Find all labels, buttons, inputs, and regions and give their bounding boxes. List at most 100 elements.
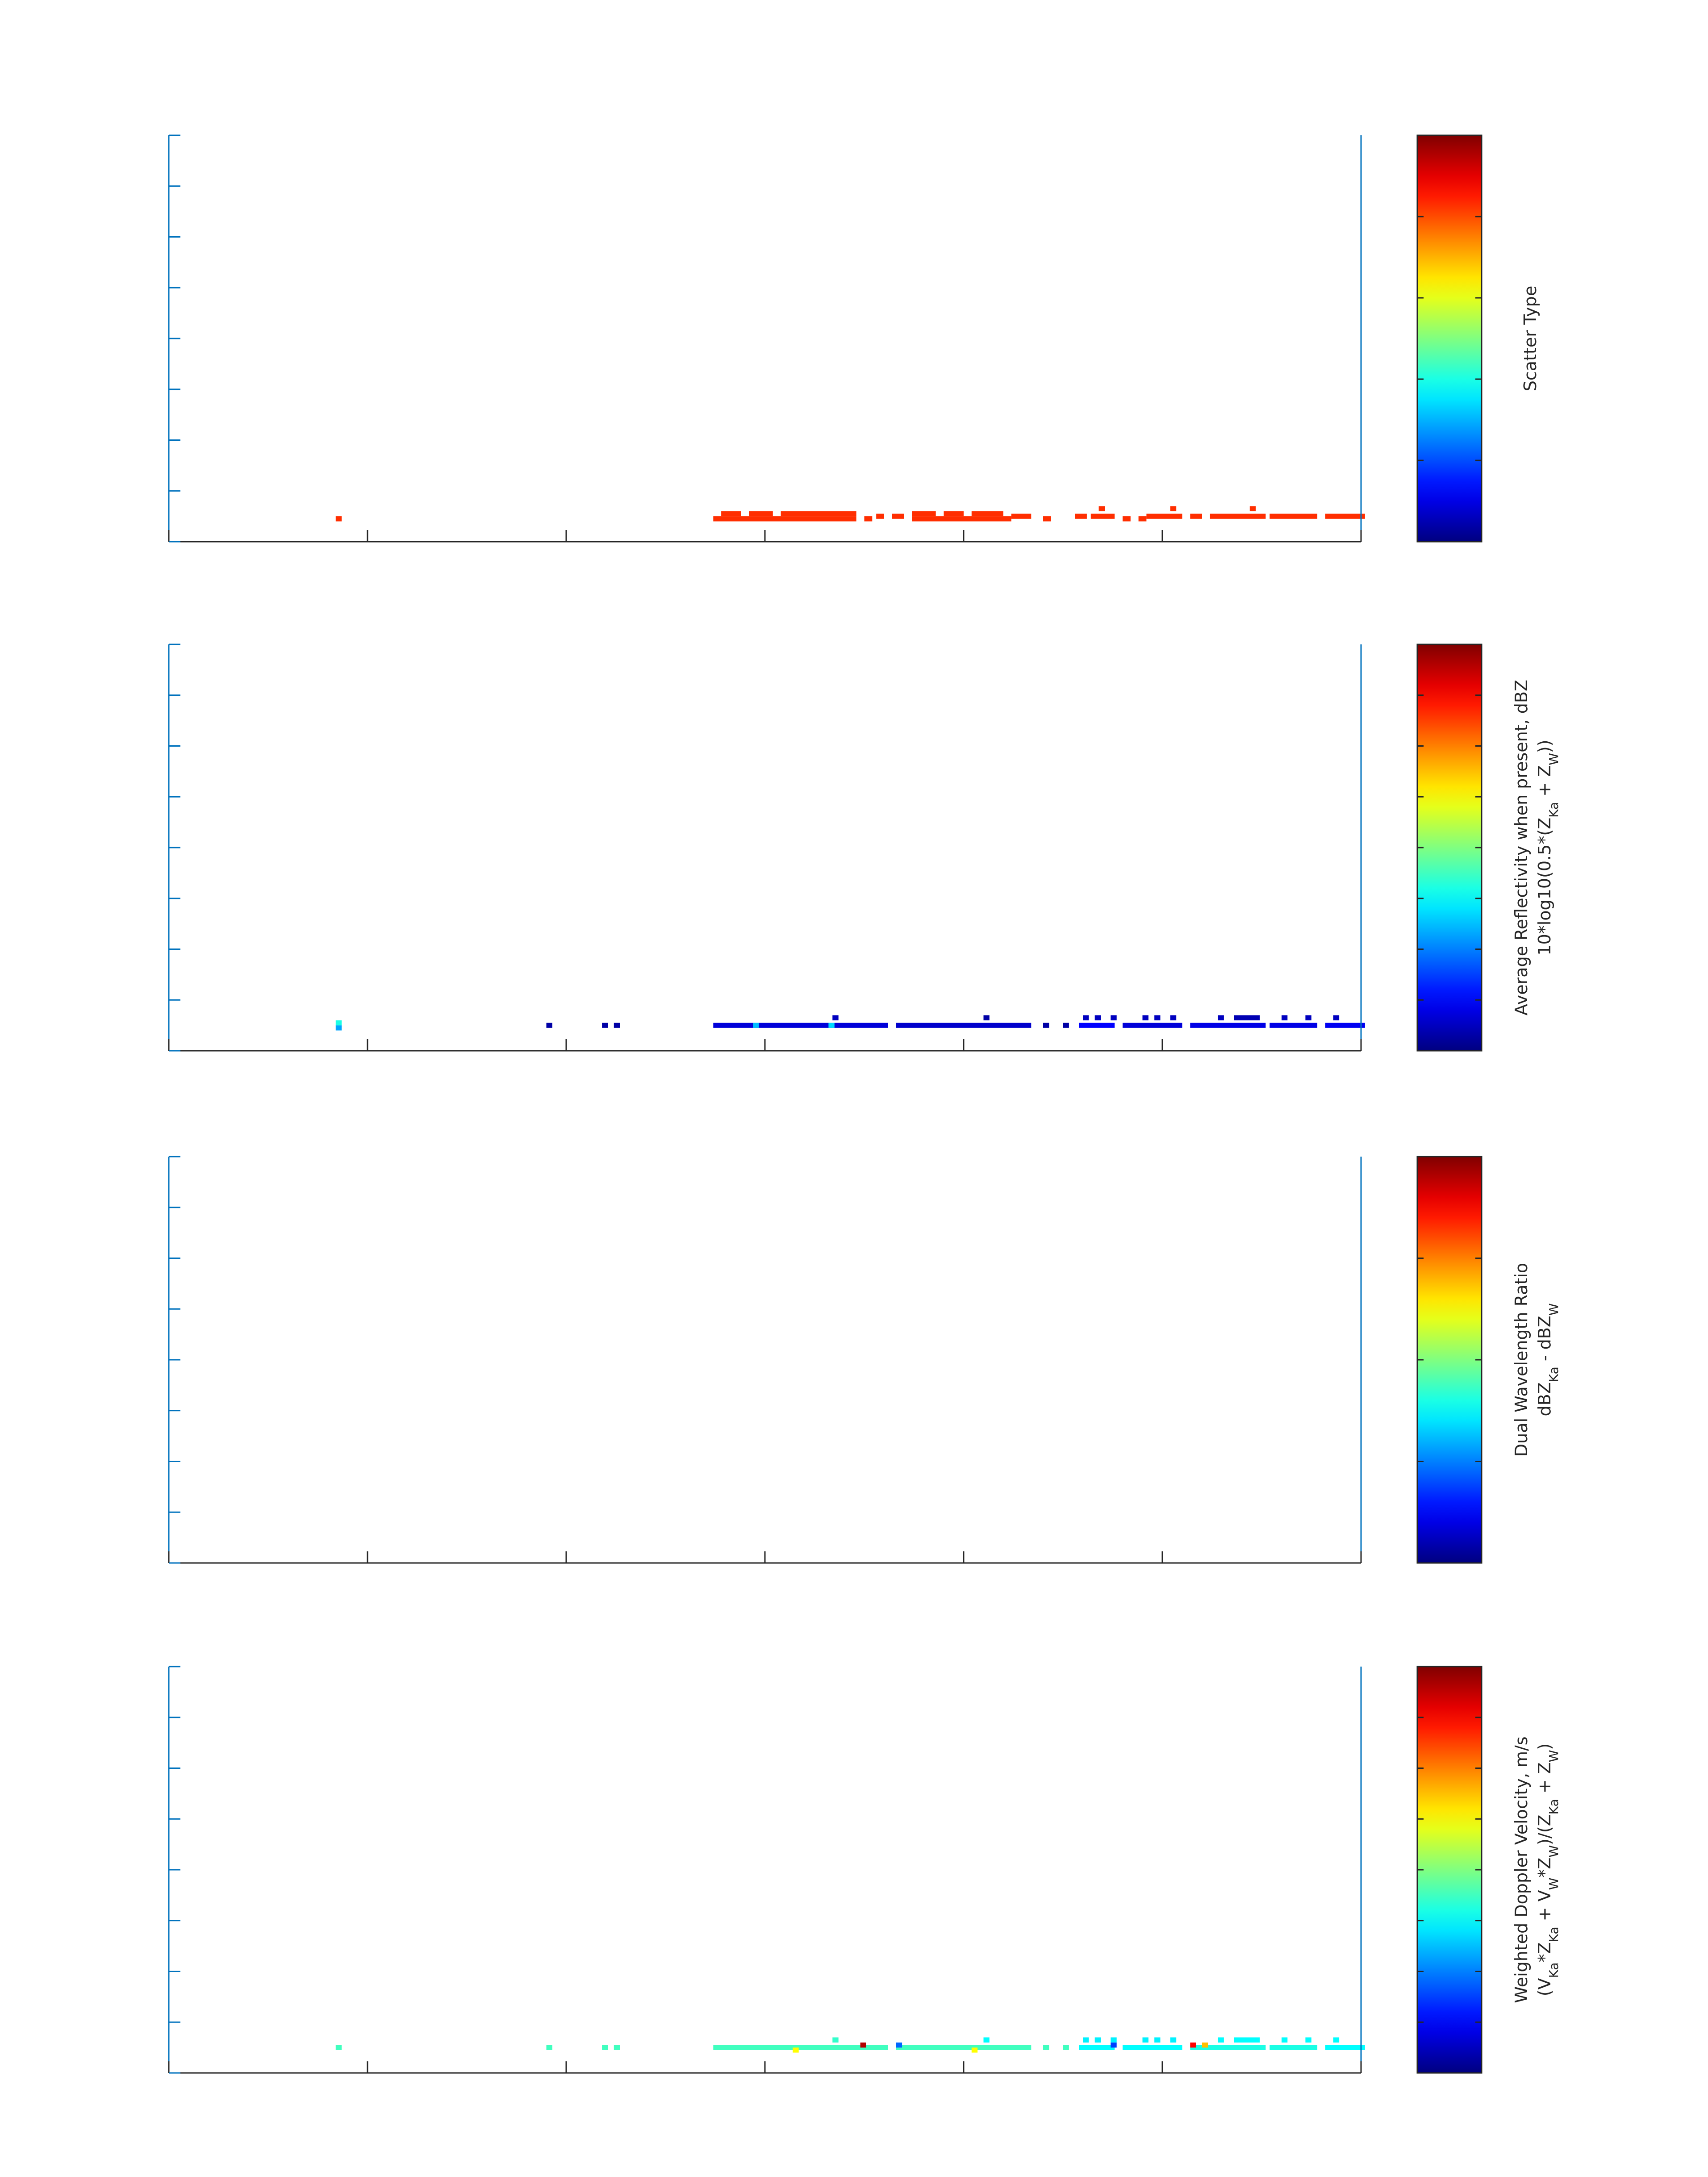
data-cell — [1218, 1015, 1224, 1020]
data-cell — [860, 2042, 866, 2048]
data-cell — [749, 511, 773, 517]
data-cell — [983, 1015, 990, 1020]
data-cell — [944, 511, 964, 517]
data-cell — [832, 2037, 839, 2043]
colorbar-label: Average Reflectivity when present, dBZ — [1512, 680, 1531, 1015]
data-cell — [1154, 1015, 1161, 1020]
colorbar-gradient — [1416, 1156, 1482, 1564]
data-cell — [614, 1023, 620, 1028]
panel-3: Dual Wavelength Ratio dBZKa - dBZW — [168, 1156, 1561, 1564]
data-cell — [1043, 516, 1051, 522]
data-cell — [1123, 1023, 1182, 1028]
data-cell — [1111, 2042, 1117, 2048]
data-cell — [1043, 2045, 1049, 2050]
data-cell — [1282, 1015, 1288, 1020]
data-cell — [602, 2045, 608, 2050]
data-cell — [1142, 2037, 1148, 2043]
data-cell — [713, 1023, 888, 1028]
data-cell — [971, 2047, 978, 2053]
data-cell — [896, 2042, 902, 2048]
colorbar-gradient — [1416, 1666, 1482, 2074]
data-cell — [983, 2037, 990, 2043]
data-cell — [832, 1015, 839, 1020]
data-cell — [1138, 516, 1147, 522]
data-cell — [1094, 2037, 1101, 2043]
data-cell — [1083, 2037, 1089, 2043]
data-cell — [1333, 2037, 1340, 2043]
data-cell — [1079, 2045, 1115, 2050]
data-cell — [864, 516, 873, 522]
data-cell — [335, 1020, 342, 1026]
panel-2: Average Reflectivity when present, dBZ 10… — [168, 643, 1561, 1052]
data-cell — [1170, 2037, 1177, 2043]
data-cell — [1170, 506, 1177, 511]
colorbar: Weighted Doppler Velocity, m/s (VKa*ZKa +… — [1416, 1666, 1561, 2074]
data-cell — [1210, 514, 1266, 519]
data-cell — [1234, 1015, 1260, 1020]
data-cell — [1098, 506, 1105, 511]
data-cell — [546, 2045, 552, 2050]
colorbar-label: dBZKa - dBZW — [1535, 1303, 1561, 1416]
data-cell — [1063, 2045, 1069, 2050]
heatmap-cells — [335, 2037, 1365, 2053]
data-cell — [713, 516, 856, 522]
colorbar-label: 10*log10(0.5*(ZKa + ZW)) — [1535, 740, 1561, 955]
data-cell — [546, 1023, 552, 1028]
data-cell — [1090, 514, 1115, 519]
data-cell — [1325, 1023, 1365, 1028]
data-cell — [1249, 506, 1256, 511]
data-cell — [1190, 514, 1202, 519]
data-cell — [721, 511, 741, 517]
data-cell — [1190, 2042, 1196, 2048]
data-cell — [1325, 2045, 1365, 2050]
data-cell — [1190, 2045, 1266, 2050]
colorbar-label: Scatter Type — [1520, 286, 1540, 391]
data-cell — [1305, 1015, 1311, 1020]
data-cell — [1142, 1015, 1148, 1020]
colorbar-label: (VKa*ZKa + VW*ZW)/(ZKa + ZW) — [1535, 1743, 1561, 1996]
data-cell — [912, 511, 936, 517]
data-cell — [876, 514, 884, 519]
data-cell — [1154, 2037, 1161, 2043]
data-cell — [602, 1023, 608, 1028]
data-cell — [335, 1025, 342, 1031]
colorbar: Dual Wavelength Ratio dBZKa - dBZW — [1416, 1156, 1561, 1564]
data-cell — [1202, 2042, 1208, 2048]
data-cell — [1123, 2045, 1182, 2050]
heatmap-cells — [335, 1015, 1365, 1031]
data-cell — [1011, 514, 1031, 519]
data-cell — [896, 1023, 1031, 1028]
panel-1: Scatter Type — [168, 134, 1540, 543]
data-cell — [892, 514, 904, 519]
data-cell — [793, 2047, 799, 2053]
colorbar-label: Dual Wavelength Ratio — [1512, 1263, 1531, 1457]
data-cell — [1170, 1015, 1177, 1020]
data-cell — [713, 2045, 888, 2050]
data-cell — [1123, 516, 1131, 522]
colorbar-gradient — [1416, 134, 1482, 543]
heatmap-cells — [335, 506, 1365, 522]
data-cell — [781, 511, 856, 517]
data-cell — [1190, 1023, 1266, 1028]
data-cell — [971, 511, 1003, 517]
data-cell — [1270, 514, 1318, 519]
data-cell — [1234, 2037, 1260, 2043]
data-cell — [614, 2045, 620, 2050]
data-cell — [1043, 1023, 1049, 1028]
data-cell — [1270, 1023, 1318, 1028]
data-cell — [1063, 1023, 1069, 1028]
data-cell — [1111, 2037, 1117, 2043]
data-cell — [1218, 2037, 1224, 2043]
data-cell — [1079, 1023, 1115, 1028]
data-cell — [1083, 1015, 1089, 1020]
data-cell — [1282, 2037, 1288, 2043]
data-cell — [1333, 1015, 1340, 1020]
colorbar-gradient — [1416, 643, 1482, 1052]
colorbar-label: Weighted Doppler Velocity, m/s — [1512, 1736, 1531, 2003]
data-cell — [1146, 514, 1182, 519]
data-cell — [335, 2045, 342, 2050]
data-cell — [753, 1023, 759, 1028]
data-cell — [1305, 2037, 1311, 2043]
data-cell — [1111, 1015, 1117, 1020]
